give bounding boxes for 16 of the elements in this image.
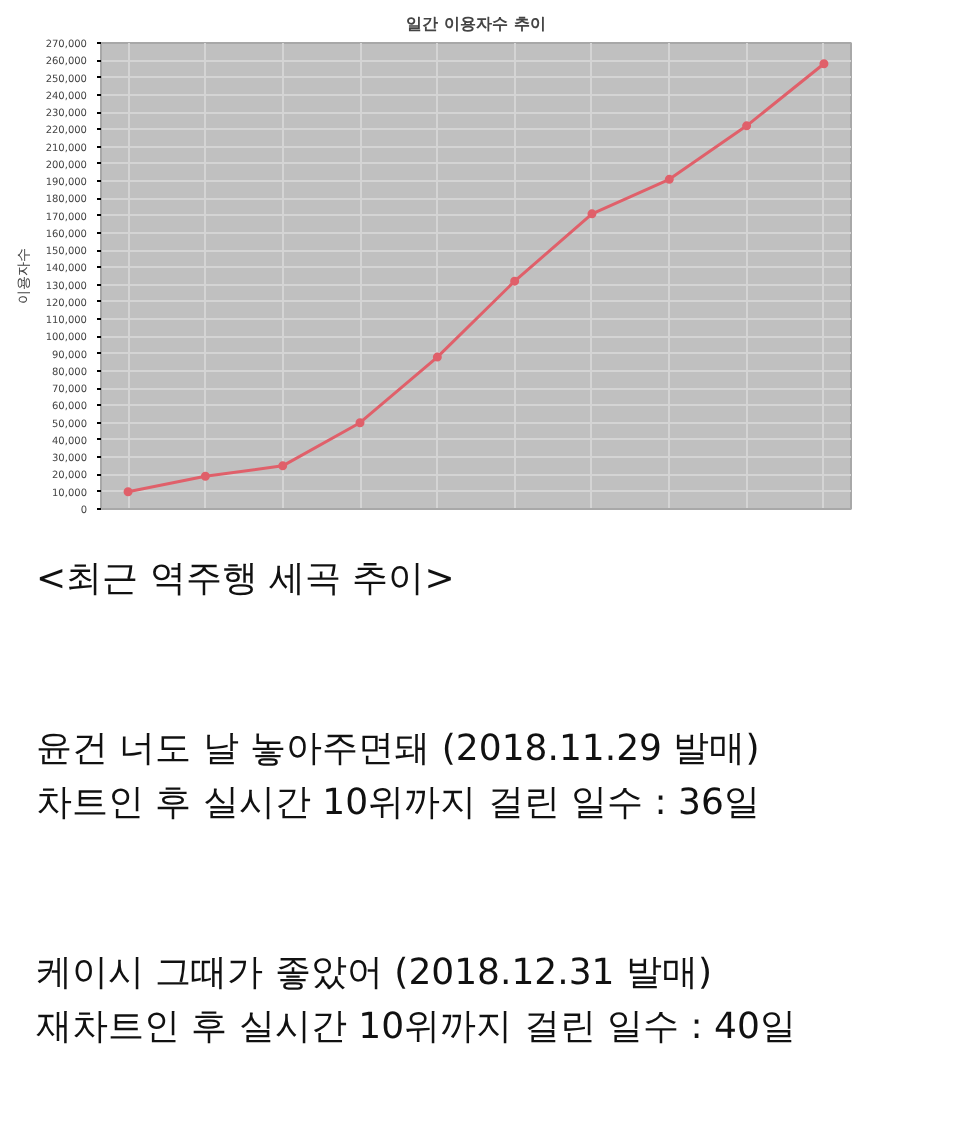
point [200,471,210,481]
point [742,121,752,131]
point [278,461,288,471]
text: <최근 역주행 세곡 추이> [36,556,455,604]
text: 케이시 그때가 좋았어 (2018.12.31 발매) [36,950,712,998]
text: 재차트인 후 실시간 10위까지 걸린 일수 : 40일 [36,1004,796,1052]
point [355,418,365,428]
point [587,209,597,219]
point [819,59,829,69]
text: 윤건 너도 날 놓아주면돼 (2018.11.29 발매) [36,726,760,774]
chart-title: 일간 이용자수 추이 [406,15,546,33]
point [664,174,674,184]
text: 차트인 후 실시간 10위까지 걸린 일수 : 36일 [36,780,760,828]
point [432,352,442,362]
point [123,487,133,497]
point [510,276,520,286]
